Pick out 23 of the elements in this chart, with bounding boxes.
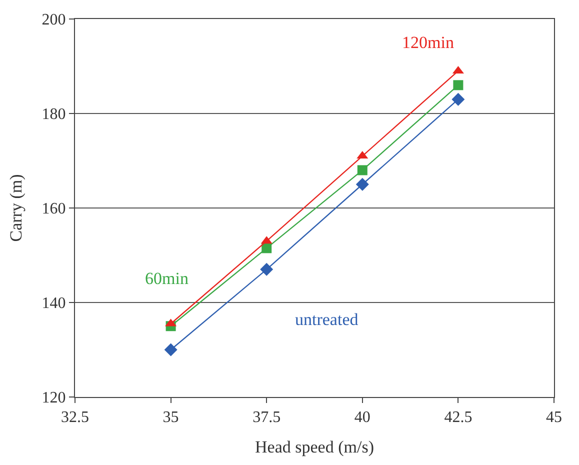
series-label: 120min bbox=[402, 33, 454, 52]
y-tick-label: 180 bbox=[42, 106, 66, 124]
x-tick-label: 42.5 bbox=[444, 409, 472, 426]
y-axis-title: Carry (m) bbox=[6, 174, 26, 242]
y-tick-label: 160 bbox=[42, 200, 66, 218]
x-axis-title: Head speed (m/s) bbox=[255, 438, 374, 457]
series-label: 60min bbox=[145, 269, 189, 288]
point bbox=[356, 178, 369, 191]
x-tick-label: 40 bbox=[354, 409, 370, 426]
y-tick-label: 200 bbox=[42, 12, 66, 29]
text: untreated bbox=[295, 310, 359, 329]
x-tick-label: 37.5 bbox=[252, 409, 281, 426]
point bbox=[260, 262, 274, 276]
y-tick-label: 120 bbox=[42, 390, 66, 407]
point bbox=[262, 243, 272, 254]
x-tick-label: 32.5 bbox=[61, 409, 89, 426]
point bbox=[452, 92, 465, 106]
point bbox=[453, 80, 464, 90]
x-tick-label: 35 bbox=[162, 409, 179, 426]
point bbox=[357, 165, 368, 176]
x-tick-label: 45 bbox=[546, 409, 562, 426]
point bbox=[164, 343, 178, 356]
y-tick-label: 140 bbox=[42, 295, 66, 312]
